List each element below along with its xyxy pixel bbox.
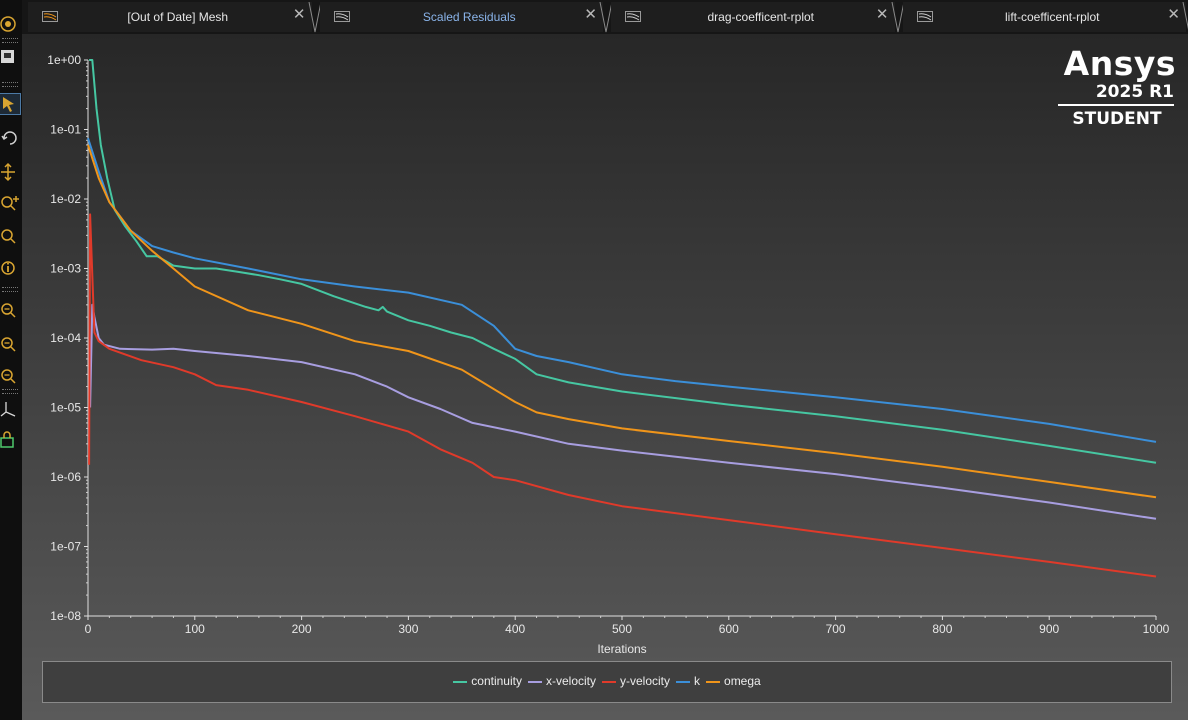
zoom-in-icon[interactable] <box>0 194 20 214</box>
tab-title: [Out of Date] Mesh <box>127 10 229 24</box>
x-tick-label: 400 <box>505 622 525 636</box>
legend-entry-k[interactable]: k <box>676 674 700 688</box>
tab-title: Scaled Residuals <box>422 10 516 24</box>
legend-entry-y-velocity[interactable]: y-velocity <box>602 674 670 688</box>
residual-plot-icon <box>625 11 641 22</box>
series-line-y-velocity <box>88 213 1157 578</box>
x-tick-label: 700 <box>826 622 846 636</box>
x-tick-label: 200 <box>292 622 312 636</box>
tab-divider <box>891 2 904 33</box>
x-tick-label: 1000 <box>1143 622 1170 636</box>
zoom-box-icon[interactable] <box>0 226 20 246</box>
toolbar-grip[interactable] <box>2 82 18 87</box>
legend-label: k <box>694 674 701 688</box>
close-icon[interactable]: ✕ <box>875 5 889 23</box>
legend-label: omega <box>724 674 761 688</box>
x-tick-label: 100 <box>185 622 205 636</box>
x-tick-label: 300 <box>398 622 418 636</box>
tab-divider <box>308 2 321 33</box>
y-tick-label: 1e-03 <box>50 262 81 276</box>
tab-divider <box>599 2 613 33</box>
y-tick-label: 1e-05 <box>50 401 81 415</box>
brand-name: Ansys <box>1063 44 1176 83</box>
legend-entry-x-velocity[interactable]: x-velocity <box>527 674 596 688</box>
series-line-continuity <box>89 59 1157 464</box>
tab-title: lift-coefficent-rplot <box>1005 10 1100 24</box>
close-icon[interactable]: ✕ <box>584 5 597 23</box>
legend-swatch <box>453 680 468 683</box>
pan-icon[interactable] <box>0 162 20 182</box>
residual-plot-icon <box>333 11 350 22</box>
probe-info-icon[interactable] <box>0 258 20 278</box>
series-line-x-velocity <box>89 303 1157 520</box>
residual-plot-icon <box>42 11 58 22</box>
y-tick-label: 1e-02 <box>50 192 81 206</box>
brand-version: 2025 R1 <box>1058 82 1174 106</box>
rotate-icon[interactable] <box>0 128 20 148</box>
display-settings-icon[interactable] <box>0 14 20 34</box>
tab-0[interactable]: [Out of Date] Mesh ✕ <box>28 2 321 33</box>
brand-edition: STUDENT <box>1072 109 1162 129</box>
series-line-omega <box>87 144 1157 499</box>
legend-swatch <box>676 680 691 683</box>
toolbar-grip[interactable] <box>2 287 18 292</box>
zoom-previous-icon[interactable] <box>0 366 20 386</box>
legend: continuity x-velocity y-velocity k omega <box>42 661 1172 703</box>
legend-swatch <box>602 680 616 683</box>
legend-swatch <box>527 680 542 683</box>
legend-swatch <box>706 680 721 683</box>
close-icon[interactable]: ✕ <box>1167 5 1180 23</box>
legend-label: y-velocity <box>620 674 671 688</box>
x-tick-label: 600 <box>719 622 739 636</box>
x-tick-label: 500 <box>612 622 632 636</box>
toolbar-grip[interactable] <box>2 389 18 394</box>
view-lock-icon[interactable] <box>0 430 20 450</box>
tab-strip: [Out of Date] Mesh ✕ Scaled Residuals ✕ drag… <box>22 0 1188 34</box>
zoom-to-fit-icon[interactable] <box>0 300 20 320</box>
axes-icon[interactable] <box>0 399 20 419</box>
zoom-out-icon[interactable] <box>0 334 20 354</box>
residuals-chart: 1e+00 1e-01 1e-02 1e-03 1e-04 1e-05 1e-06 1e-07… <box>47 53 1170 656</box>
y-tick-label: 1e-01 <box>50 123 81 137</box>
tab-divider <box>1182 2 1188 30</box>
brand-logo: Ansys 2025 R1 STUDENT <box>1058 46 1176 132</box>
x-tick-label: 900 <box>1039 622 1059 636</box>
close-icon[interactable]: ✕ <box>292 5 306 23</box>
x-axis-label: Iterations <box>597 642 646 656</box>
x-tick-label: 800 <box>932 622 952 636</box>
y-tick-label: 1e-04 <box>50 331 81 345</box>
residual-plot-icon <box>916 11 933 22</box>
save-picture-icon[interactable] <box>0 47 20 67</box>
y-tick-label: 1e-07 <box>50 540 81 554</box>
tab-1[interactable]: Scaled Residuals ✕ <box>319 2 613 33</box>
series-line-k <box>87 137 1157 443</box>
legend-entry-continuity[interactable]: continuity <box>453 674 522 688</box>
graphics-toolbar <box>0 0 22 720</box>
plot-area: 1e+00 1e-01 1e-02 1e-03 1e-04 1e-05 1e-06 1e-07… <box>22 34 1188 720</box>
y-tick-label: 1e-06 <box>50 470 81 484</box>
x-tick-label: 0 <box>85 622 92 636</box>
legend-entry-omega[interactable]: omega <box>706 674 761 688</box>
legend-label: continuity <box>471 674 522 688</box>
y-tick-label: 1e+00 <box>47 53 81 67</box>
tab-title: drag-coefficent-rplot <box>707 10 815 24</box>
y-tick-label: 1e-08 <box>50 609 81 623</box>
toolbar-grip[interactable] <box>2 38 18 43</box>
tab-3[interactable]: lift-coefficent-rplot ✕ <box>902 2 1188 32</box>
legend-label: x-velocity <box>545 674 596 688</box>
legend-items: continuity x-velocity y-velocity k omega <box>43 674 1171 688</box>
select-arrow-icon[interactable] <box>0 93 21 115</box>
tab-2[interactable]: drag-coefficent-rplot ✕ <box>611 2 904 33</box>
